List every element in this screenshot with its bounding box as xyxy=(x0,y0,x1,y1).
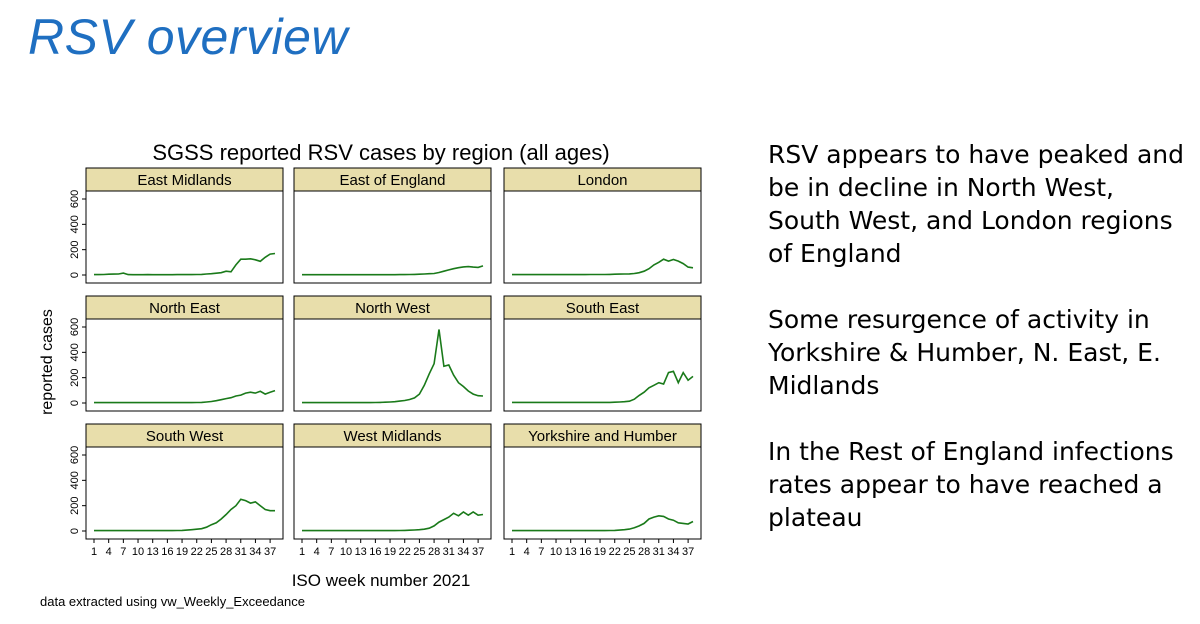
x-tick-label: 7 xyxy=(120,546,126,558)
series-line xyxy=(302,511,484,532)
x-tick-label: 22 xyxy=(609,546,621,558)
x-tick-label: 31 xyxy=(235,546,247,558)
panel-plot-area xyxy=(293,446,492,540)
x-tick-label: 31 xyxy=(653,546,665,558)
x-tick-label: 7 xyxy=(328,546,334,558)
chart-panel: South East xyxy=(503,295,702,412)
x-tick-label: 25 xyxy=(413,546,425,558)
series-line xyxy=(512,370,694,404)
panel-plot-area xyxy=(503,446,702,540)
rsv-small-multiples-chart: SGSS reported RSV cases by region (all a… xyxy=(39,140,702,609)
series-line xyxy=(512,258,694,276)
panel-plot-area xyxy=(85,318,284,412)
x-tick-label: 37 xyxy=(264,546,276,558)
panel-title: South West xyxy=(146,428,224,445)
x-tick-label: 31 xyxy=(443,546,455,558)
slide-title: RSV overview xyxy=(28,9,348,65)
panel-title: East of England xyxy=(340,172,446,189)
y-tick-label: 200 xyxy=(69,240,81,258)
x-tick-label: 10 xyxy=(340,546,352,558)
panel-plot-area xyxy=(293,190,492,284)
x-tick-label: 1 xyxy=(91,546,97,558)
y-tick-label: 400 xyxy=(69,471,81,489)
x-tick-label: 13 xyxy=(565,546,577,558)
bullet-text: In the Rest of England infections rates … xyxy=(768,437,1174,532)
panel-title: London xyxy=(577,172,627,189)
bullet-text: RSV appears to have peaked and be in dec… xyxy=(768,140,1185,268)
x-tick-label: 7 xyxy=(538,546,544,558)
y-axis-label: reported cases xyxy=(39,309,56,415)
series-line xyxy=(94,389,276,404)
x-tick-label: 28 xyxy=(220,546,232,558)
chart-panel: East of England xyxy=(293,167,492,284)
chart-panel: East Midlands 0 200 400 600 xyxy=(69,167,284,284)
y-tick-label: 400 xyxy=(69,343,81,361)
footnote: data extracted using vw_Weekly_Exceedanc… xyxy=(40,594,305,609)
panel-plot-area xyxy=(293,318,492,412)
x-tick-label: 13 xyxy=(355,546,367,558)
chart-panel: West Midlands 1 4 7 10 13 16 19 22 25 28 31 34 37 xyxy=(293,423,492,558)
x-tick-label: 10 xyxy=(132,546,144,558)
y-tick-label: 200 xyxy=(69,496,81,514)
x-tick-label: 19 xyxy=(594,546,606,558)
chart-panel: North West xyxy=(293,295,492,412)
chart-panel: North East 0 200 400 600 xyxy=(69,295,284,412)
y-tick-label: 600 xyxy=(69,190,81,208)
x-tick-label: 37 xyxy=(472,546,484,558)
y-tick-label: 600 xyxy=(69,446,81,464)
bullet-text: Some resurgence of activity in Yorkshire… xyxy=(768,305,1161,400)
x-tick-label: 22 xyxy=(191,546,203,558)
panel-plot-area xyxy=(503,190,702,284)
series-line xyxy=(302,265,484,276)
series-line xyxy=(94,252,276,276)
x-tick-label: 16 xyxy=(161,546,173,558)
series-line xyxy=(512,514,694,532)
panel-title: West Midlands xyxy=(343,428,441,445)
y-tick-label: 0 xyxy=(69,272,81,278)
series-line xyxy=(302,329,484,404)
panel-plot-area xyxy=(85,446,284,540)
panel-title: South East xyxy=(566,300,640,317)
panel-title: East Midlands xyxy=(137,172,231,189)
y-tick-label: 200 xyxy=(69,368,81,386)
x-tick-label: 25 xyxy=(623,546,635,558)
x-tick-label: 19 xyxy=(384,546,396,558)
series-line xyxy=(94,498,275,532)
bullet-list: RSV appears to have peaked and be in dec… xyxy=(768,138,1193,567)
x-tick-label: 10 xyxy=(550,546,562,558)
x-tick-label: 4 xyxy=(106,546,112,558)
panel-plot-area xyxy=(503,318,702,412)
x-tick-label: 28 xyxy=(638,546,650,558)
y-tick-label: 0 xyxy=(69,528,81,534)
x-tick-label: 1 xyxy=(509,546,515,558)
y-tick-label: 600 xyxy=(69,318,81,336)
chart-title: SGSS reported RSV cases by region (all a… xyxy=(152,140,609,165)
x-tick-label: 28 xyxy=(428,546,440,558)
x-axis-label: ISO week number 2021 xyxy=(292,571,471,590)
panel-title: Yorkshire and Humber xyxy=(528,428,677,445)
chart-panel: London xyxy=(503,167,702,284)
panel-title: North East xyxy=(149,300,221,317)
x-tick-label: 16 xyxy=(369,546,381,558)
x-tick-label: 34 xyxy=(457,546,469,558)
x-tick-label: 13 xyxy=(147,546,159,558)
y-tick-label: 0 xyxy=(69,400,81,406)
x-tick-label: 1 xyxy=(299,546,305,558)
x-tick-label: 16 xyxy=(579,546,591,558)
x-tick-label: 34 xyxy=(249,546,261,558)
x-tick-label: 22 xyxy=(399,546,411,558)
y-tick-label: 400 xyxy=(69,215,81,233)
x-tick-label: 25 xyxy=(205,546,217,558)
x-tick-label: 4 xyxy=(524,546,530,558)
x-tick-label: 19 xyxy=(176,546,188,558)
x-tick-label: 34 xyxy=(667,546,679,558)
panel-title: North West xyxy=(355,300,431,317)
panel-plot-area xyxy=(85,190,284,284)
x-tick-label: 37 xyxy=(682,546,694,558)
x-tick-label: 4 xyxy=(314,546,320,558)
